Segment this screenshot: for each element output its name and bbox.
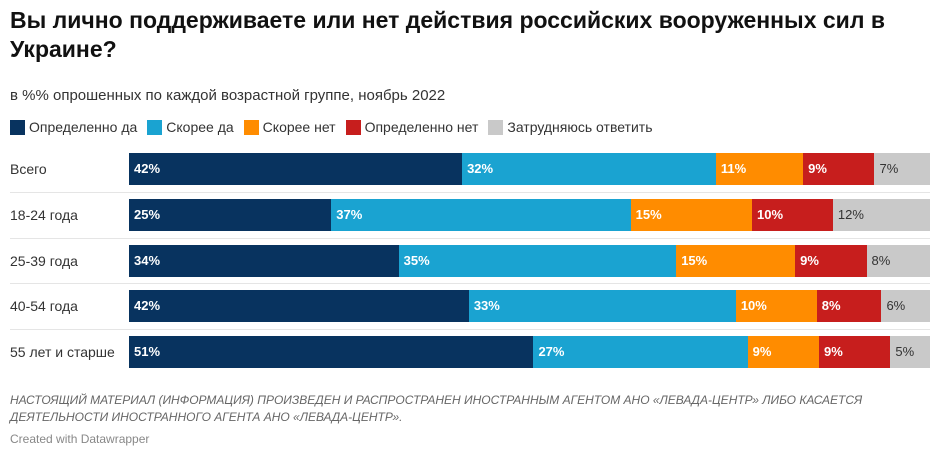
bar-segment (630, 198, 752, 231)
data-label: 27% (538, 344, 565, 360)
legend-item: Определенно нет (345, 119, 479, 135)
legend-item: Затрудняюсь ответить (488, 119, 652, 135)
row-divider (10, 191, 930, 193)
legend: Определенно да Скорее да Скорее нет Определ… (10, 119, 652, 135)
bar-segment (129, 290, 469, 323)
bar-segment (129, 153, 463, 185)
row-label: 25-39 года (10, 252, 78, 269)
data-label: 32% (467, 161, 494, 176)
legend-label: Затрудняюсь ответить (507, 119, 653, 135)
data-label: 37% (336, 206, 363, 222)
data-label: 9% (800, 252, 819, 268)
bar-segment (803, 153, 875, 185)
bar-segment (129, 336, 534, 369)
data-label: 25% (134, 206, 161, 222)
bar-segment (816, 290, 882, 323)
data-label: 7% (879, 161, 899, 176)
row-label: 18-24 года (10, 206, 78, 223)
data-label: 9% (808, 161, 827, 176)
data-label: 34% (134, 252, 161, 268)
row-label: Всего (10, 161, 47, 177)
data-label: 42% (134, 298, 161, 314)
bar-segment (398, 244, 677, 277)
bar-segment (129, 198, 332, 231)
data-label: 8% (821, 298, 841, 314)
legend-item: Скорее нет (243, 119, 336, 135)
bar-segment (795, 244, 867, 277)
bar-segment (752, 198, 833, 231)
data-label: 42% (134, 161, 161, 176)
legend-item: Скорее да (147, 119, 234, 135)
legend-item: Определенно да (10, 119, 137, 135)
bar-segment (468, 290, 736, 323)
data-label: 15% (635, 206, 662, 222)
data-label: 12% (837, 206, 864, 222)
bar-segment (533, 336, 748, 369)
foreign-agent-note: НАСТОЯЩИЙ МАТЕРИАЛ (ИНФОРМАЦИЯ) ПРОИЗВЕД… (10, 393, 863, 424)
row-divider (10, 237, 930, 239)
chart-title: Вы лично поддерживаете или нет действия … (10, 7, 885, 62)
data-label: 9% (752, 344, 772, 360)
data-label: 15% (681, 252, 708, 268)
data-label: 10% (757, 206, 784, 222)
legend-label: Определенно нет (364, 119, 479, 135)
legend-swatch (488, 119, 504, 135)
bar-segment (890, 336, 930, 369)
bar-segment (129, 244, 399, 277)
row-divider (10, 329, 930, 331)
bar-segment (747, 336, 819, 369)
data-label: 9% (823, 344, 843, 360)
legend-swatch (10, 119, 25, 135)
row-label: 55 лет и старше (10, 344, 115, 361)
bar-segment (866, 244, 930, 277)
bar-segment (715, 153, 804, 185)
data-label: 51% (134, 344, 161, 360)
bar-segment (881, 290, 930, 323)
data-label: 6% (886, 298, 906, 314)
legend-label: Определенно да (29, 119, 138, 135)
data-label: 35% (403, 252, 430, 268)
legend-label: Скорее да (166, 119, 234, 135)
bar-segment (874, 153, 930, 185)
legend-swatch (147, 119, 163, 135)
data-label: 5% (895, 344, 915, 360)
data-label: 8% (871, 252, 891, 268)
legend-swatch (345, 119, 361, 135)
chart-subtitle: в %% опрошенных по каждой возрастной гру… (10, 87, 446, 104)
bar-segment (818, 336, 891, 369)
row-divider (10, 283, 930, 285)
row-label: 40-54 года (10, 298, 78, 315)
data-label: 33% (473, 298, 500, 314)
legend-label: Скорее нет (262, 119, 336, 135)
bar-segment (462, 153, 716, 185)
legend-swatch (243, 119, 259, 135)
data-label: 11% (720, 161, 747, 176)
datawrapper-credit[interactable]: Created with Datawrapper (10, 432, 150, 446)
data-label: 10% (740, 298, 767, 314)
bar-segment (676, 244, 796, 277)
bar-segment (331, 198, 631, 231)
bar-segment (832, 198, 930, 231)
bar-segment (735, 290, 817, 323)
